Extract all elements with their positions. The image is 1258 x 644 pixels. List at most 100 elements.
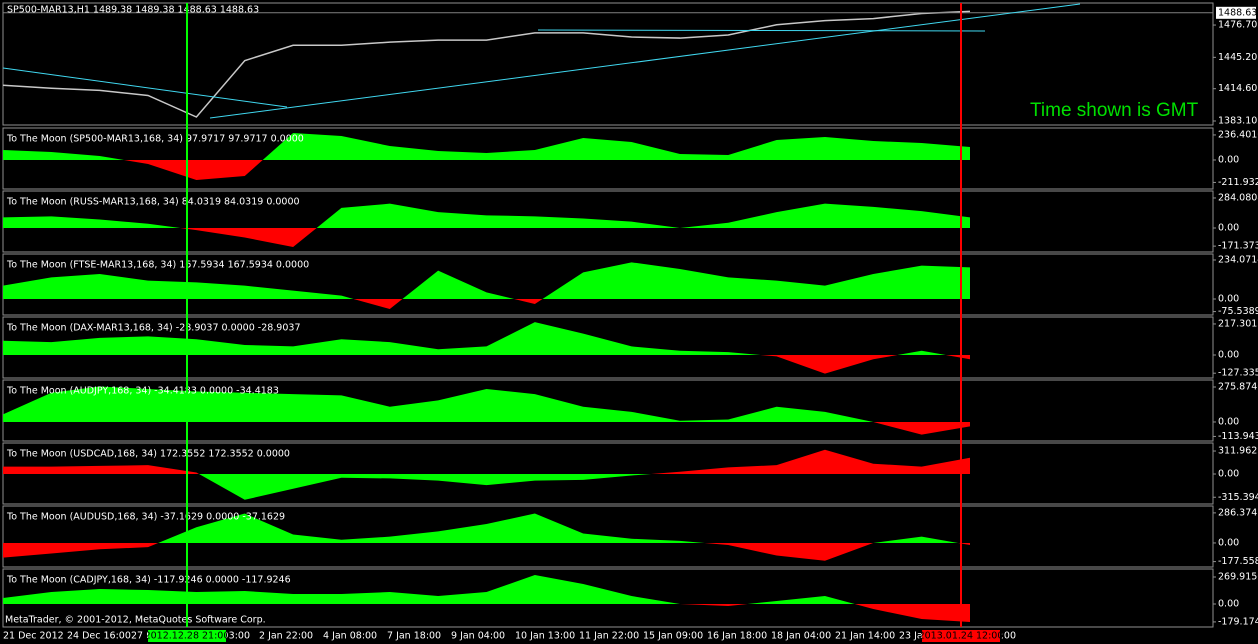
copyright: MetaTrader, © 2001-2012, MetaQuotes Soft… xyxy=(5,615,266,626)
y-tick-label: 0.00 xyxy=(1218,154,1239,165)
y-tick-label: 234.0714 xyxy=(1218,254,1258,265)
sign-group xyxy=(158,513,958,543)
oscillator-area-neg xyxy=(3,159,970,180)
oscillator-area-neg xyxy=(3,542,970,561)
sign-group xyxy=(3,449,970,475)
time-label: 10 Jan 13:00 xyxy=(515,631,575,642)
panel-title: To The Moon (AUDUSD,168, 34) -37.1629 0.… xyxy=(6,512,285,523)
y-tick-label: 275.8746 xyxy=(1218,381,1258,392)
oscillator-area-neg xyxy=(3,474,970,500)
time-label: 2 Jan 22:00 xyxy=(259,631,313,642)
panel-title: SP500-MAR13,H1 1489.38 1489.38 1488.63 1… xyxy=(7,5,259,16)
y-tick-label: -315.394 xyxy=(1218,492,1258,503)
oscillator-area-neg xyxy=(3,355,970,374)
y-tick-label: -171.373 xyxy=(1218,241,1258,252)
y-tick-label: 0.00 xyxy=(1218,223,1239,234)
time-label: 16 Jan 18:00 xyxy=(707,631,767,642)
sign-group xyxy=(3,322,970,355)
time-label: 21 Dec 2012 xyxy=(3,631,64,642)
time-label: 21 Jan 14:00 xyxy=(835,631,895,642)
sign-group xyxy=(3,132,970,160)
oscillator-area-pos xyxy=(3,203,970,229)
current-price-box xyxy=(1216,6,1256,19)
oscillator-area-neg xyxy=(3,228,970,248)
sign-group xyxy=(3,228,970,248)
y-tick-label: 0.00 xyxy=(1218,294,1239,305)
y-tick-label: 284.0808 xyxy=(1218,192,1258,203)
panel-frame xyxy=(2,253,1214,316)
sign-group xyxy=(3,159,970,180)
price-line xyxy=(3,10,971,118)
y-tick-label: -113.943 xyxy=(1218,431,1258,442)
sign-group xyxy=(3,604,970,622)
time-label: 24 Dec 16:00 xyxy=(67,631,131,642)
gmt-note: Time shown is GMT xyxy=(1030,100,1199,121)
marker-label-box xyxy=(922,630,1000,642)
trend-line xyxy=(209,3,1081,119)
oscillator-area-pos xyxy=(158,513,958,543)
time-label: 11 Jan 22:00 xyxy=(579,631,639,642)
y-tick-label: 0.00 xyxy=(1218,537,1239,548)
panel-title: To The Moon (USDCAD,168, 34) 172.3552 17… xyxy=(6,449,290,460)
sign-group xyxy=(3,575,970,604)
time-label: 18 Jan 04:00 xyxy=(771,631,831,642)
y-tick-label: 0.00 xyxy=(1218,469,1239,480)
oscillator-area-pos xyxy=(3,322,970,355)
sign-group xyxy=(3,203,970,229)
y-tick-label: 311.9625 xyxy=(1218,446,1258,457)
oscillator-area-pos xyxy=(3,262,970,299)
panel-title: To The Moon (DAX-MAR13,168, 34) -28.9037… xyxy=(6,323,300,334)
marker-label: 2013.01.24 12:00 xyxy=(919,631,1004,642)
y-tick-label: 0.00 xyxy=(1218,599,1239,610)
oscillator-area-pos xyxy=(3,575,970,604)
time-label: :00 xyxy=(1001,631,1016,642)
y-tick-label: 236.4016 xyxy=(1218,129,1258,140)
y-tick-label: 1414.60 xyxy=(1218,83,1257,94)
time-label: 27 D xyxy=(131,631,153,642)
y-tick-label: -75.5389 xyxy=(1218,306,1258,317)
sign-group xyxy=(3,355,970,374)
panel-title: To The Moon (RUSS-MAR13,168, 34) 84.0319… xyxy=(6,197,300,208)
panel-title: To The Moon (FTSE-MAR13,168, 34) 167.593… xyxy=(6,260,309,271)
trend-line xyxy=(537,29,986,32)
panel-title: To The Moon (CADJPY,168, 34) -117.9246 0… xyxy=(6,575,291,586)
panel-frame xyxy=(2,505,1214,568)
panel-frame xyxy=(2,379,1214,442)
time-label: 03:00 xyxy=(223,631,250,642)
y-tick-label: -177.5588 xyxy=(1218,556,1258,567)
oscillator-area-neg xyxy=(873,421,970,435)
trend-line xyxy=(2,67,288,108)
y-tick-label: 217.3013 xyxy=(1218,318,1258,329)
time-label: 23 Ja xyxy=(899,631,923,642)
oscillator-area-pos xyxy=(3,386,970,422)
y-tick-label: 1476.70 xyxy=(1218,20,1257,31)
oscillator-area-pos xyxy=(3,132,970,160)
y-tick-label: -179.1745 xyxy=(1218,616,1258,627)
y-tick-label: 1445.20 xyxy=(1218,52,1257,63)
oscillator-area-neg xyxy=(3,604,970,622)
panel-frame xyxy=(2,2,1214,126)
marker-label-box xyxy=(148,630,226,642)
y-tick-label: -211.932 xyxy=(1218,177,1258,188)
y-tick-label: 269.9156 xyxy=(1218,572,1258,583)
current-price: 1488.63 xyxy=(1218,7,1257,18)
sign-group xyxy=(3,474,970,500)
y-tick-label: 0.00 xyxy=(1218,350,1239,361)
y-tick-label: 1383.10 xyxy=(1218,116,1257,127)
sign-group xyxy=(3,542,970,561)
sign-group xyxy=(3,262,970,299)
oscillator-area-pos xyxy=(3,449,970,475)
y-tick-label: 0.00 xyxy=(1218,416,1239,427)
time-label: 9 Jan 04:00 xyxy=(451,631,505,642)
y-tick-label: 286.3741 xyxy=(1218,507,1258,518)
marker-label: 2012.12.28 21:00 xyxy=(145,631,230,642)
y-tick-label: -127.335 xyxy=(1218,368,1258,379)
time-label: 15 Jan 09:00 xyxy=(643,631,703,642)
sign-group xyxy=(873,421,970,435)
sign-group xyxy=(3,386,970,422)
time-label: 7 Jan 18:00 xyxy=(387,631,441,642)
panel-title: To The Moon (AUDJPY,168, 34) -34.4183 0.… xyxy=(6,386,279,397)
time-label: 4 Jan 08:00 xyxy=(323,631,377,642)
